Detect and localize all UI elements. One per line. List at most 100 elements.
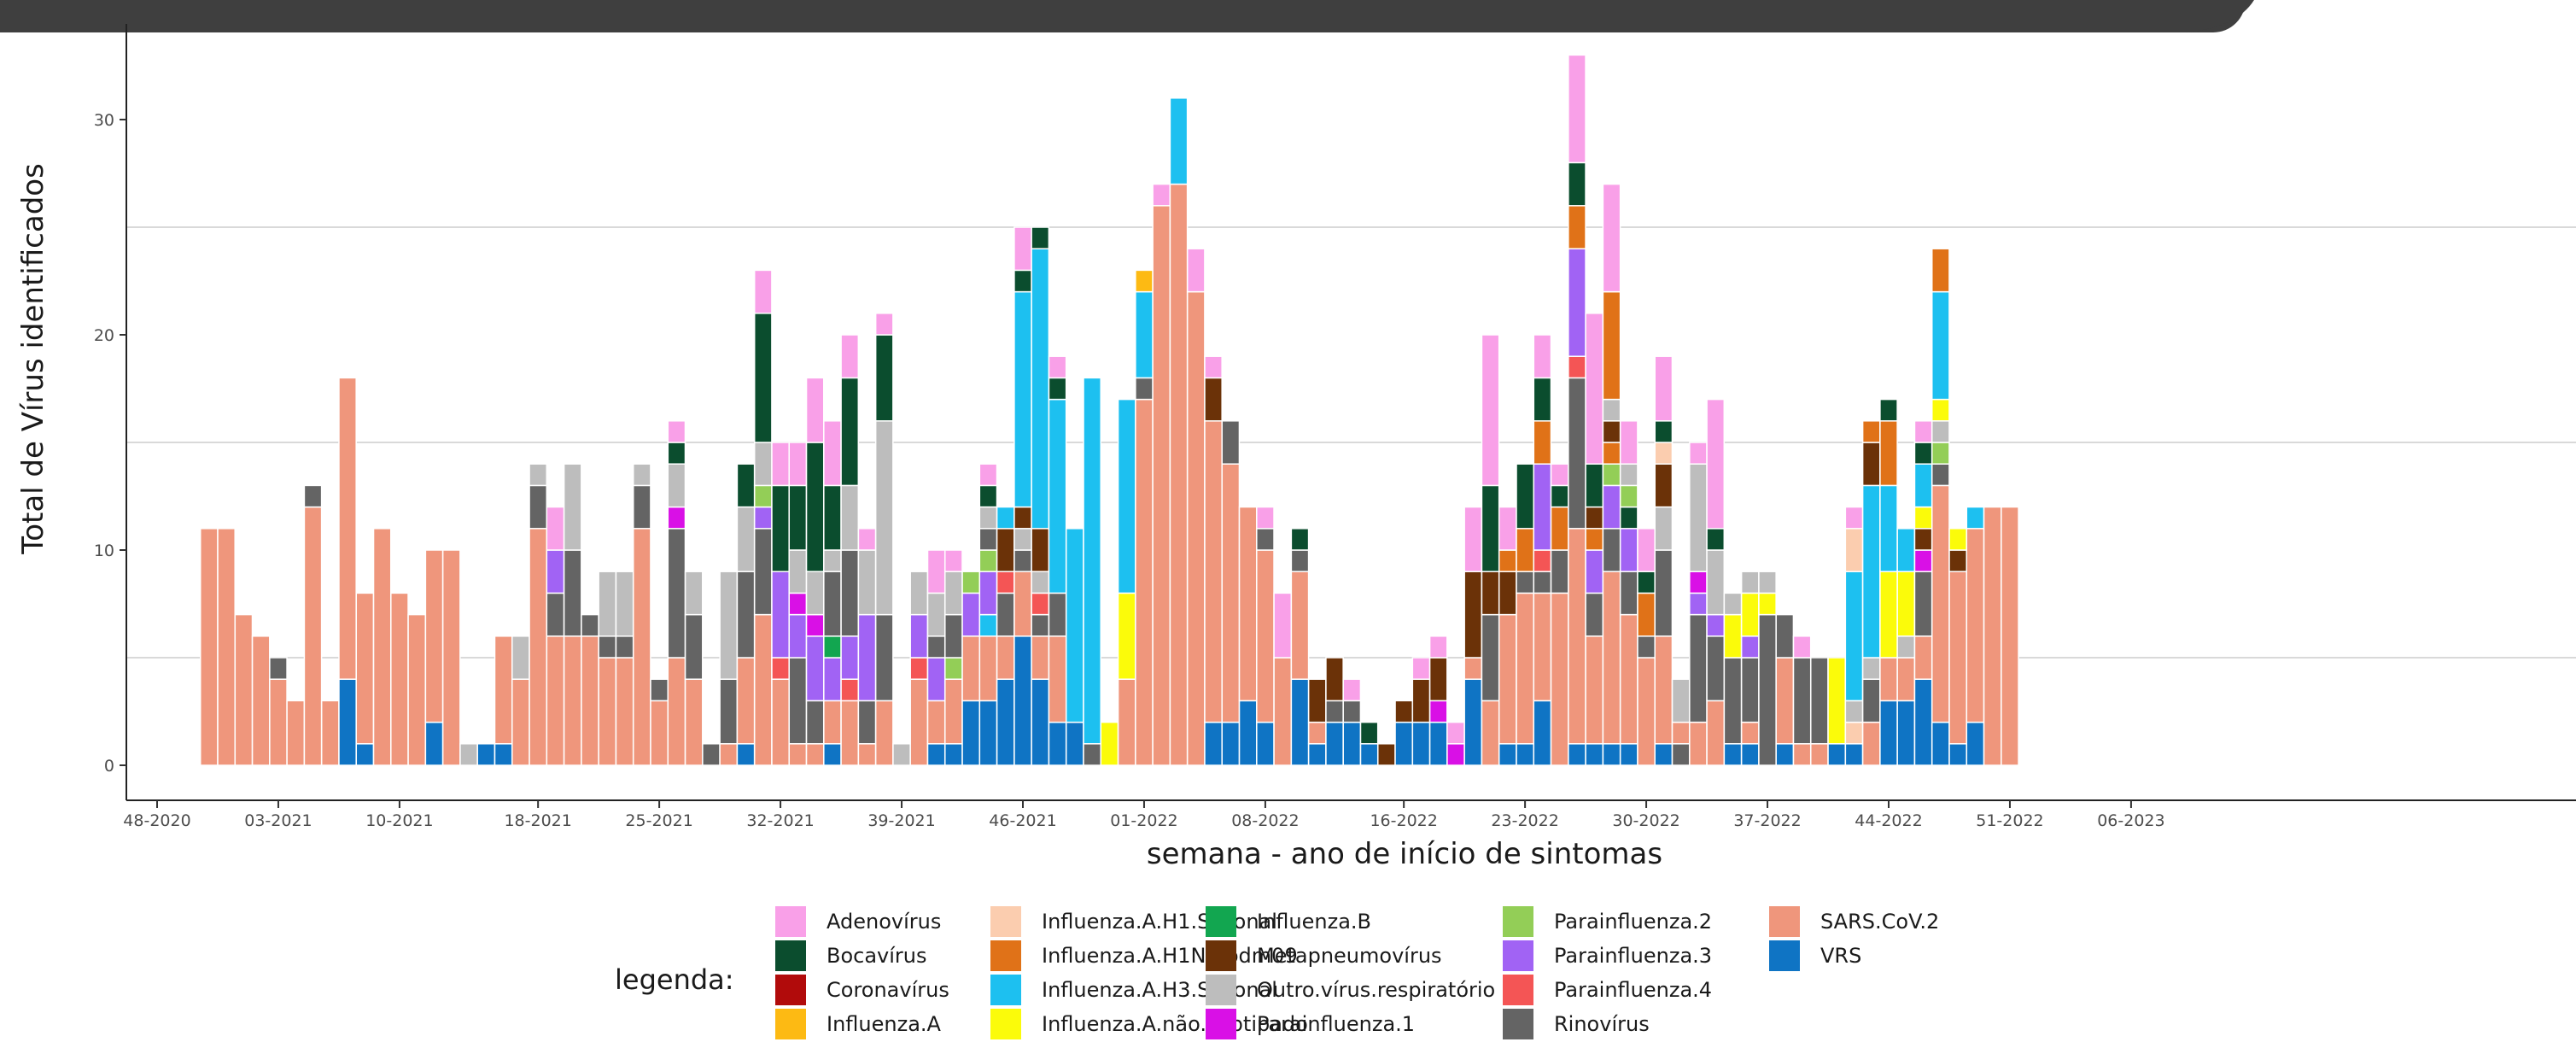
- bar-segment-metapneumovirus: [1204, 377, 1223, 422]
- bar-segment-adenovirus: [1204, 355, 1223, 379]
- bar-segment-parainfluenza-1: [805, 613, 825, 637]
- bar-segment-influenza-a-h1-sazonal: [1844, 528, 1864, 572]
- bar-segment-rinovirus: [1602, 528, 1621, 572]
- bar-segment-sars-cov-2: [944, 678, 963, 745]
- bar-segment-vrs: [1238, 700, 1258, 766]
- legend-item-metapneumovirus: Metapneumovírus: [1206, 939, 1503, 973]
- bar-segment-sars-cov-2: [338, 377, 357, 680]
- legend-label: Parainfluenza.4: [1554, 978, 1713, 1002]
- x-tick-label: 23-2022: [1491, 811, 1558, 830]
- bar-segment-bocavirus: [874, 334, 894, 422]
- x-tick-label: 08-2022: [1231, 811, 1299, 830]
- bar-segment-vrs: [1325, 721, 1344, 766]
- header-edge: [2186, 0, 2254, 32]
- bar-segment-rinovirus: [1689, 613, 1708, 723]
- bar-segment-vrs: [1654, 743, 1674, 766]
- legend-item-adenovirus: Adenovírus: [775, 905, 990, 939]
- bar-segment-adenovirus: [1619, 420, 1638, 465]
- bar-segment-outro-virus-respiratorio: [1654, 506, 1674, 551]
- bar-segment-adenovirus: [788, 442, 808, 487]
- bar-segment-influenza-a-h3-sazonal: [1031, 248, 1050, 530]
- bar-segment-parainfluenza-3: [805, 635, 825, 702]
- bar-segment-vrs: [476, 743, 496, 766]
- bar-segment-outro-virus-respiratorio: [511, 635, 530, 680]
- bar-segment-sars-cov-2: [441, 549, 461, 766]
- bar-segment-bocavirus: [1568, 161, 1586, 207]
- bar-segment-adenovirus: [1550, 463, 1569, 487]
- bar-segment-rinovirus: [1775, 613, 1795, 659]
- bar-segment-sars-cov-2: [857, 743, 877, 766]
- bar-segment-bocavirus: [788, 484, 808, 551]
- bar-segment-bocavirus: [1481, 484, 1500, 572]
- bar-segment-rinovirus: [1048, 592, 1067, 637]
- bar-segment-influenza-a-h3-sazonal: [1065, 528, 1084, 723]
- bar-segment-parainfluenza-3: [1689, 592, 1708, 616]
- legend-item-influenza-a-nao-subtipado: Influenza.A.não.subtipado: [990, 1007, 1308, 1041]
- bar-segment-adenovirus: [857, 528, 877, 551]
- bar-segment-sars-cov-2: [1169, 183, 1189, 766]
- bar-segment-rinovirus: [1516, 571, 1534, 594]
- bar-segment-rinovirus: [1013, 549, 1032, 572]
- legend-key: [1503, 975, 1533, 1005]
- bar-segment-bocavirus: [1619, 506, 1638, 530]
- bar-segment-parainfluenza-3: [1585, 549, 1604, 594]
- legend-item-influenza-a: Influenza.A: [775, 1007, 990, 1041]
- bar-segment-outro-virus-respiratorio: [529, 463, 548, 487]
- bar-segment-outro-virus-respiratorio: [736, 506, 756, 572]
- bar-segment-sars-cov-2: [372, 528, 392, 766]
- bar-segment-sars-cov-2: [684, 678, 704, 766]
- bar-segment-parainfluenza-3: [961, 592, 981, 637]
- bar-segment-adenovirus: [1186, 248, 1206, 293]
- legend-label: SARS.CoV.2: [1820, 910, 1940, 934]
- bar-segment-sars-cov-2: [546, 635, 565, 766]
- bar-segment-vrs: [494, 743, 513, 766]
- bar-segment-outro-virus-respiratorio: [1671, 678, 1691, 723]
- bar-segment-rinovirus: [581, 613, 599, 637]
- legend-key: [1503, 1009, 1533, 1039]
- bar-segment-adenovirus: [944, 549, 963, 572]
- bar-segment-sars-cov-2: [511, 678, 530, 766]
- bar-segment-rinovirus: [1758, 613, 1777, 766]
- bar-segment-adenovirus: [926, 549, 946, 594]
- legend-key: [775, 1009, 806, 1039]
- bar-segment-outro-virus-respiratorio: [840, 484, 860, 551]
- legend-key: [1769, 906, 1800, 937]
- bar-segment-rinovirus: [788, 657, 808, 745]
- bar-segment-outro-virus-respiratorio: [805, 571, 825, 616]
- legend-item-influenza-b: Influenza.B: [1206, 905, 1503, 939]
- bar-segment-vrs: [1359, 743, 1379, 766]
- bar-segment-sars-cov-2: [823, 700, 842, 745]
- legend-label: Influenza.A.H1N1.pdm09: [1042, 944, 1298, 968]
- bar-segment-sars-cov-2: [424, 549, 444, 723]
- bar-segment-vrs: [1585, 743, 1604, 766]
- bar-segment-outro-virus-respiratorio: [598, 571, 617, 637]
- bar-segment-bocavirus: [1585, 463, 1604, 508]
- bar-segment-vrs: [424, 721, 444, 766]
- bar-segment-metapneumovirus: [1463, 571, 1483, 659]
- legend-key: [1503, 940, 1533, 971]
- legend-item-influenza-a-h1-sazonal: Influenza.A.H1.Sazonal: [990, 905, 1277, 939]
- bar-segment-bocavirus: [1516, 463, 1534, 530]
- bar-segment-vrs: [736, 743, 756, 766]
- bar-segment-influenza-a-h3-sazonal: [1896, 528, 1916, 572]
- bar-segment-rinovirus: [1533, 571, 1552, 594]
- bar-segment-influenza-a-h3-sazonal: [1966, 506, 1985, 530]
- bar-segment-outro-virus-respiratorio: [1031, 571, 1050, 594]
- bar-segment-rinovirus: [1619, 571, 1638, 616]
- bar-segment-rinovirus: [736, 571, 756, 659]
- bar-segment-rinovirus: [823, 571, 842, 637]
- bar-segment-parainfluenza-1: [1428, 700, 1448, 723]
- bar-segment-rinovirus: [1861, 678, 1881, 723]
- bar-segment-sars-cov-2: [234, 613, 254, 766]
- bar-segment-sars-cov-2: [407, 613, 427, 766]
- bar-segment-adenovirus: [1637, 528, 1656, 572]
- bar-segment-adenovirus: [1792, 635, 1812, 659]
- bar-segment-influenza-a-h1n1-pdm09: [1498, 549, 1517, 572]
- bar-segment-sars-cov-2: [1135, 398, 1154, 766]
- bar-segment-sars-cov-2: [1775, 657, 1795, 745]
- bar-segment-adenovirus: [1844, 506, 1864, 530]
- bar-segment-bocavirus: [753, 313, 773, 443]
- bar-segment-influenza-a-h3-sazonal: [1879, 484, 1898, 572]
